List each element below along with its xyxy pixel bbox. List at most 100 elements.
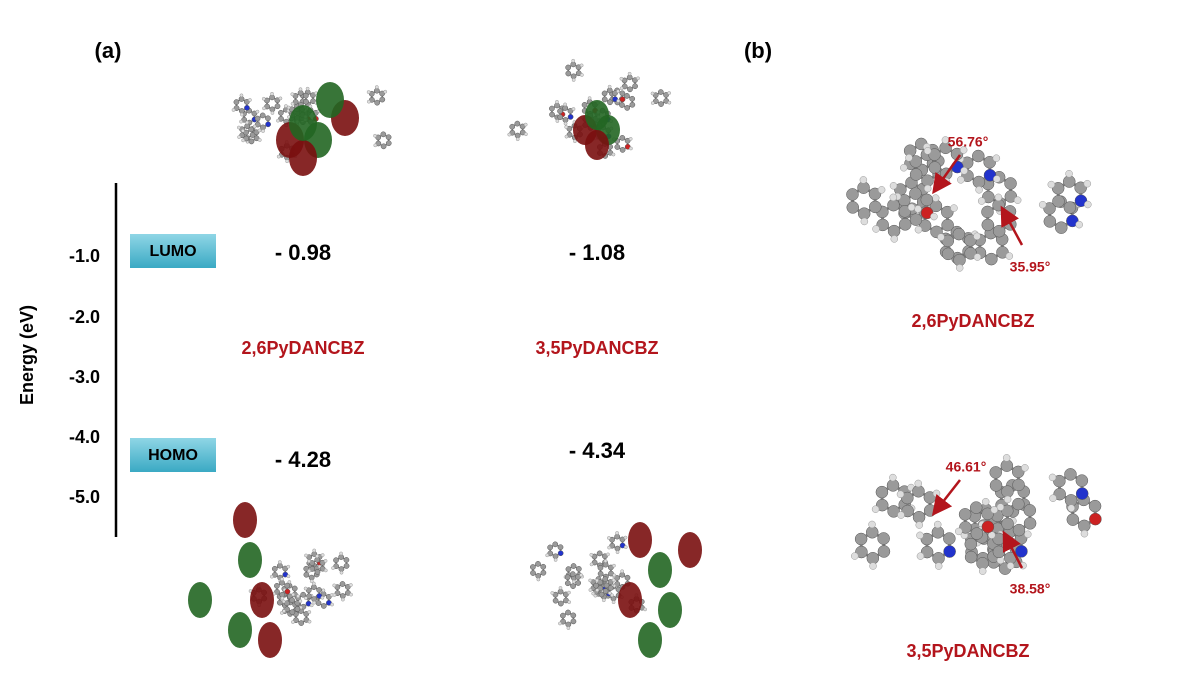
atom [265,116,270,121]
hydrogen [321,553,324,556]
atom [910,214,922,226]
hydrogen [349,583,352,586]
atom [1055,222,1067,234]
hydrogen [316,555,319,558]
hydrogen [995,194,1002,201]
atom [375,100,380,105]
hydrogen [573,140,576,143]
hydrogen [629,137,632,140]
hydrogen [232,108,235,111]
hydrogen [608,546,611,549]
atom [560,613,565,618]
atom [630,102,635,107]
tick-label: -1.0 [69,246,100,266]
hydrogen [564,122,567,125]
hydrogen [563,103,566,106]
hydrogen [891,235,898,242]
hydrogen [554,558,557,561]
hydrogen [292,593,295,596]
hydrogen [567,591,570,594]
hydrogen [974,254,981,261]
atom [566,567,571,572]
hydrogen [565,135,568,138]
atom [658,101,663,106]
atom [558,601,563,606]
hydrogen [524,133,527,136]
orbital-lobe [258,622,282,658]
hydrogen [596,589,599,592]
hydrogen [373,134,376,137]
atom [1064,468,1076,480]
hydrogen [556,119,559,122]
hydrogen [565,125,568,128]
atom [317,587,322,592]
hydrogen [304,587,307,590]
hydrogen [572,59,575,62]
atom [304,572,309,577]
hydrogen [340,571,343,574]
atom [1002,518,1014,530]
hydrogen [333,593,336,596]
hydrogen [299,88,302,91]
hydrogen [1003,454,1010,461]
atom [553,598,558,603]
orbital-lobe [250,582,274,618]
hydrogen [258,138,261,141]
hydrogen [580,64,583,67]
atom [275,104,280,109]
atom [1052,195,1064,207]
atom [607,100,612,105]
atom [321,603,326,608]
hydrogen [306,87,309,90]
orbital-lobe [289,140,317,176]
hydrogen [668,101,671,104]
atom [571,563,576,568]
atom [316,600,321,605]
hydrogen [629,147,632,150]
atom [876,486,888,498]
atom [944,546,956,558]
atom [625,575,630,580]
hydrogen [572,78,575,81]
molecule-name: 2,6PyDANCBZ [241,338,364,358]
hydrogen [568,601,571,604]
atom [620,147,625,152]
hydrogen [1066,170,1073,177]
orbital-lobe [658,592,682,628]
orbital-lobe [233,502,257,538]
hydrogen [282,610,285,613]
hydrogen [1084,201,1091,208]
hydrogen [282,600,285,603]
atom [624,93,629,98]
hydrogen [239,120,242,123]
atom [630,96,635,101]
atom [303,93,308,98]
hydrogen [1024,531,1031,538]
atom [278,110,283,115]
hydrogen [869,521,876,528]
hydrogen [304,597,307,600]
hydrogen [851,553,858,560]
tick-label: -5.0 [69,487,100,507]
hydrogen [590,553,593,556]
atom [530,564,535,569]
atom [576,580,581,585]
hydrogen [281,597,284,600]
tick-label: -3.0 [69,367,100,387]
lumo-label: LUMO [149,243,196,260]
hydrogen [322,589,325,592]
atom [549,106,554,111]
hydrogen [620,87,623,90]
hydrogen [636,77,639,80]
hydrogen [917,553,924,560]
atom [582,102,587,107]
atom [277,600,282,605]
atom [510,124,515,129]
hydrogen [608,592,611,595]
hydrogen [287,106,290,109]
hydrogen [277,155,280,158]
angle-label: 35.95° [1010,259,1051,275]
hydrogen [914,205,921,212]
hydrogen [341,598,344,601]
hydrogen [1007,562,1014,569]
